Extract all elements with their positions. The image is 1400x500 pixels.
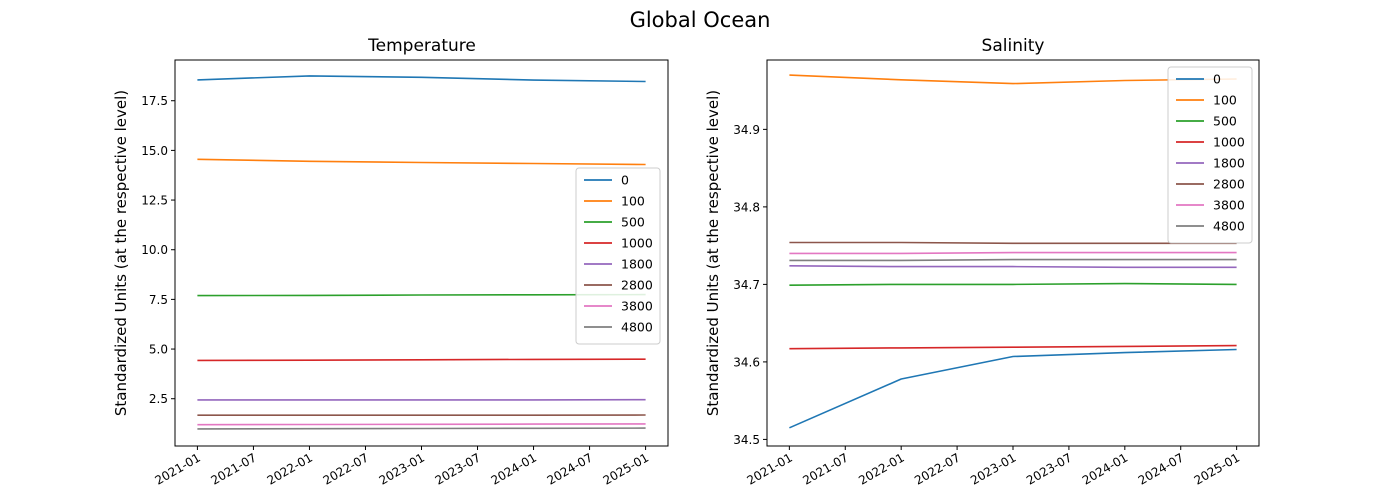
salinity-legend-label-500: 500: [1213, 114, 1237, 129]
salinity-legend: 0 100 500 1000 1800 2800 3800 4800: [1167, 66, 1253, 244]
salinity-legend-label-1800: 1800: [1213, 156, 1245, 171]
temperature-x-tick-label: 2023-07: [433, 450, 483, 487]
salinity-y-tick-label: 34.7: [733, 278, 760, 292]
salinity-y-axis-label: Standardized Units (at the respective le…: [704, 90, 722, 416]
salinity-y-tick-label: 34.5: [733, 433, 760, 447]
temperature-legend-label-1000: 1000: [621, 236, 653, 251]
temperature-legend-label-100: 100: [621, 194, 645, 209]
salinity-x-tick-label: 2021-07: [800, 450, 850, 487]
temperature-series-line-100: [197, 158, 646, 166]
salinity-series-line-0: [789, 348, 1237, 429]
temperature-y-axis-label: Standardized Units (at the respective le…: [112, 90, 130, 416]
salinity-legend-label-1000: 1000: [1213, 135, 1245, 150]
salinity-x-tick-label: 2023-07: [1024, 450, 1074, 487]
temperature-x-tick-label: 2022-07: [321, 450, 371, 487]
temperature-x-tick-label: 2025-01: [601, 450, 651, 487]
temperature-series-line-1000: [197, 358, 646, 362]
salinity-y-tick-label: 34.6: [733, 355, 760, 369]
temperature-x-tick-label: 2024-07: [545, 450, 595, 487]
salinity-legend-label-2800: 2800: [1213, 177, 1245, 192]
salinity-legend-label-100: 100: [1213, 93, 1237, 108]
temperature-legend-label-0: 0: [621, 173, 629, 188]
temperature-y-tick-label: 12.5: [141, 194, 168, 208]
temperature-legend-label-1800: 1800: [621, 257, 653, 272]
temperature-legend-label-2800: 2800: [621, 278, 653, 293]
salinity-series-line-3800: [789, 251, 1237, 255]
salinity-x-tick-label: 2022-01: [856, 450, 906, 487]
figure-title: Global Ocean: [630, 8, 771, 32]
salinity-legend-label-3800: 3800: [1213, 198, 1245, 213]
salinity-series-line-100: [789, 74, 1237, 85]
salinity-y-tick-label: 34.8: [733, 200, 760, 214]
temperature-x-tick-label: 2021-01: [152, 450, 202, 487]
temperature-legend-label-3800: 3800: [621, 299, 653, 314]
temperature-x-tick-label: 2024-01: [489, 450, 539, 487]
temperature-legend-label-4800: 4800: [621, 320, 653, 335]
temperature-y-tick-label: 5.0: [149, 343, 168, 357]
temperature-legend-box: [575, 167, 661, 345]
salinity-series-line-4800: [789, 258, 1237, 262]
temperature-y-tick-label: 2.5: [149, 392, 168, 406]
salinity-chart: Salinity Standardized Units (at the resp…: [704, 36, 1260, 488]
salinity-x-tick-label: 2025-01: [1192, 450, 1242, 487]
temperature-series-line-4800: [197, 427, 646, 430]
salinity-series-line-500: [789, 282, 1237, 286]
temperature-x-tick-label: 2022-01: [265, 450, 315, 487]
temperature-y-tick-label: 15.0: [141, 144, 168, 158]
salinity-x-tick-label: 2021-01: [744, 450, 794, 487]
salinity-x-tick-label: 2022-07: [912, 450, 962, 487]
temperature-series-line-0: [197, 75, 646, 83]
salinity-legend-box: [1167, 66, 1253, 244]
salinity-y-tick-label: 34.9: [733, 123, 760, 137]
salinity-x-tick-label: 2023-01: [968, 450, 1018, 487]
temperature-y-tick-label: 7.5: [149, 293, 168, 307]
salinity-series-line-1000: [789, 344, 1237, 350]
salinity-chart-title: Salinity: [982, 36, 1045, 56]
temperature-x-tick-label: 2023-01: [377, 450, 427, 487]
temperature-y-tick-label: 10.0: [141, 243, 168, 257]
temperature-legend: 0 100 500 1000 1800 2800 3800 4800: [575, 167, 661, 345]
salinity-x-tick-label: 2024-07: [1136, 450, 1186, 487]
temperature-x-tick-label: 2021-07: [208, 450, 258, 487]
temperature-series-line-500: [197, 293, 646, 297]
salinity-x-tick-label: 2024-01: [1080, 450, 1130, 487]
salinity-series-line-1800: [789, 265, 1237, 269]
temperature-series-line-3800: [197, 423, 646, 426]
salinity-legend-label-4800: 4800: [1213, 219, 1245, 234]
temperature-y-tick-label: 17.5: [141, 94, 168, 108]
temperature-chart-title: Temperature: [367, 36, 476, 56]
salinity-series-line-2800: [789, 241, 1237, 245]
salinity-legend-label-0: 0: [1213, 72, 1221, 87]
temperature-chart: Temperature Standardized Units (at the r…: [112, 36, 669, 488]
temperature-legend-label-500: 500: [621, 215, 645, 230]
